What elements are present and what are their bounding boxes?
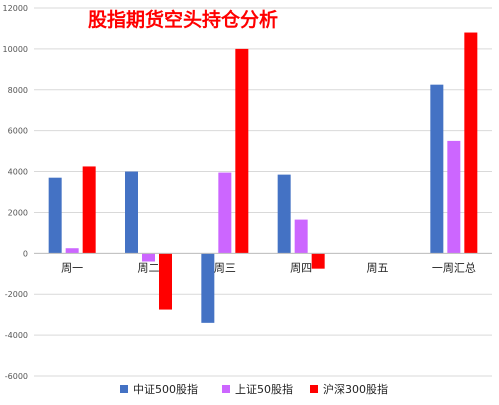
- bar-1-3: [201, 253, 215, 323]
- bar-3-6: [464, 32, 478, 254]
- bar-1-2: [125, 171, 138, 254]
- bars: [48, 32, 478, 323]
- y-tick-label: -6000: [5, 372, 28, 381]
- y-tick-label: 12000: [3, 4, 28, 13]
- y-tick-label: -2000: [5, 290, 28, 299]
- legend: 中证500股指 上证50股指 沪深300股指: [120, 382, 388, 396]
- x-axis: 周一 周二 周三 周四 周五 一周汇总: [61, 260, 476, 274]
- y-tick-label: 6000: [8, 127, 28, 136]
- y-tick-label: 10000: [3, 45, 28, 54]
- legend-swatch: [310, 385, 318, 393]
- x-category-label: 周二: [138, 261, 160, 274]
- bar-2-6: [447, 140, 461, 254]
- bar-3-3: [235, 48, 249, 254]
- y-tick-label: -4000: [5, 331, 28, 340]
- bar-2-2: [142, 253, 155, 262]
- y-axis: -6000 -4000 -2000 0 2000 4000 6000 8000 10000 120…: [3, 4, 28, 381]
- bar-3-4: [311, 253, 325, 269]
- bar-2-4: [294, 219, 308, 254]
- bar-3-2: [159, 253, 172, 310]
- y-tick-label: 4000: [8, 168, 28, 177]
- y-tick-label: 0: [23, 249, 28, 258]
- legend-swatch: [120, 385, 128, 393]
- chart-title: 股指期货空头持仓分析: [88, 8, 278, 31]
- legend-label: 上证50股指: [235, 382, 293, 396]
- legend-swatch: [222, 385, 230, 393]
- x-category-label: 周三: [214, 261, 236, 274]
- bar-2-3: [218, 172, 232, 254]
- legend-label: 中证500股指: [133, 382, 198, 396]
- bar-1-4: [277, 174, 291, 254]
- bar-1-1: [48, 177, 62, 254]
- y-tick-label: 2000: [8, 208, 28, 217]
- bar-2-1: [65, 248, 79, 254]
- x-category-label: 周一: [61, 261, 83, 274]
- legend-label: 沪深300股指: [323, 382, 388, 396]
- bar-3-1: [82, 166, 96, 254]
- y-tick-label: 8000: [8, 86, 28, 95]
- x-category-label: 一周汇总: [432, 260, 476, 274]
- bar-1-6: [430, 84, 444, 254]
- x-category-label: 周五: [367, 261, 389, 274]
- x-category-label: 周四: [290, 261, 312, 274]
